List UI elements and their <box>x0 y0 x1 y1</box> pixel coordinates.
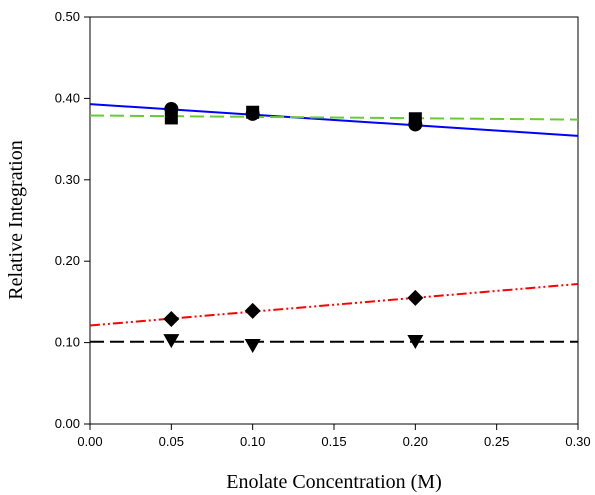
point-diamond <box>244 302 261 319</box>
point-square <box>246 105 260 119</box>
point-diamond <box>407 289 424 306</box>
y-tick-label: 0.40 <box>55 90 80 105</box>
y-tick-label: 0.20 <box>55 253 80 268</box>
point-square <box>164 111 178 125</box>
point-diamond <box>163 310 180 327</box>
y-tick-label: 0.30 <box>55 172 80 187</box>
point-triangle-down <box>407 334 424 349</box>
point-triangle-down <box>244 339 261 354</box>
x-tick-label: 0.25 <box>484 434 509 449</box>
x-axis-title: Enolate Concentration (M) <box>226 471 442 493</box>
x-tick-label: 0.10 <box>240 434 265 449</box>
point-triangle-down <box>163 334 180 349</box>
fit-lines <box>89 103 579 343</box>
y-tick-label: 0.00 <box>55 416 80 431</box>
axis-ticks: 0.00 0.05 0.10 0.15 0.20 0.25 0.30 0.00 0.10 0.20… <box>55 9 591 449</box>
y-tick-label: 0.10 <box>55 335 80 350</box>
plot-frame <box>89 16 579 425</box>
fit-line-circle <box>89 103 579 137</box>
point-square <box>408 112 422 126</box>
x-tick-label: 0.20 <box>403 434 428 449</box>
y-axis-title: Relative Integration <box>5 140 27 299</box>
x-tick-label: 0.15 <box>321 434 346 449</box>
x-tick-label: 0.30 <box>565 434 590 449</box>
x-tick-label: 0.05 <box>159 434 184 449</box>
fit-line-square <box>89 114 579 121</box>
x-tick-label: 0.00 <box>77 434 102 449</box>
plot-area <box>89 16 579 425</box>
data-markers <box>163 101 424 354</box>
y-tick-label: 0.50 <box>55 9 80 24</box>
fit-line-diamond <box>89 282 579 327</box>
